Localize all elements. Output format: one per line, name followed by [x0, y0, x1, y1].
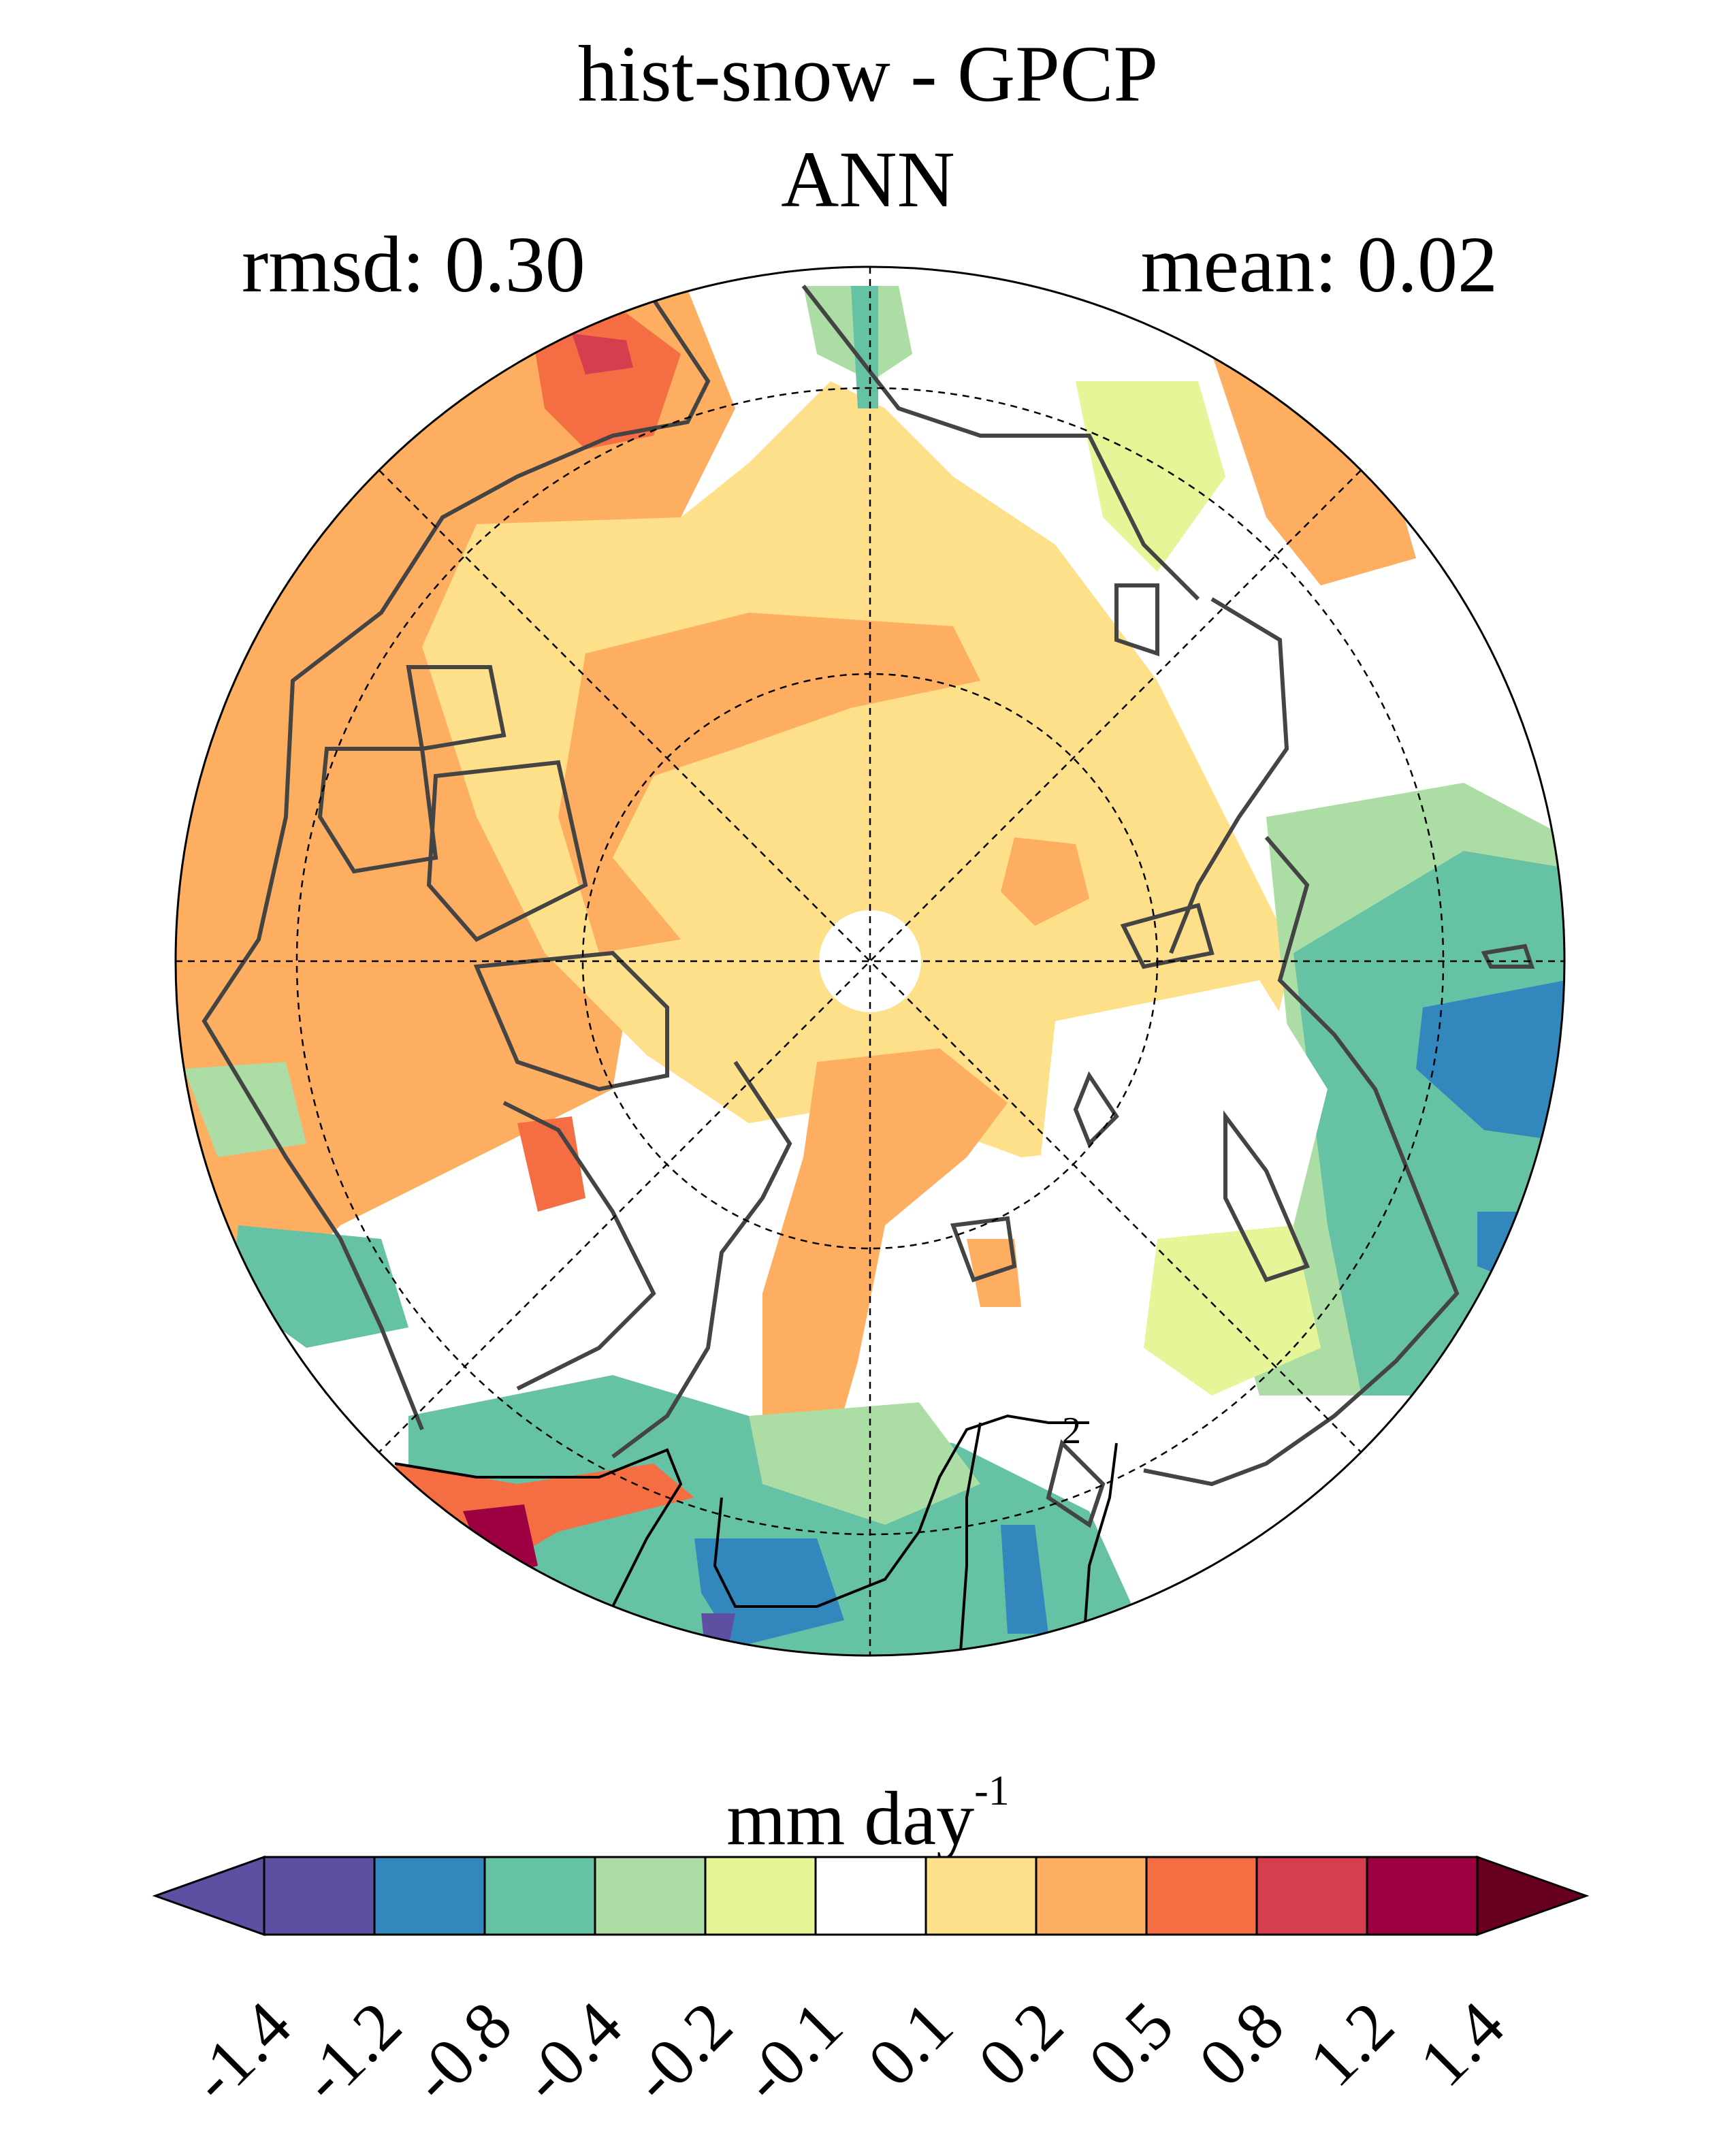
colorbar-extend-low	[152, 1855, 266, 1937]
region-arctic-ocean	[422, 381, 1293, 1157]
colorbar-box	[1255, 1856, 1368, 1936]
region-atlantic-green	[749, 1402, 980, 1525]
region-central-orange	[558, 613, 980, 953]
units-exponent: -1	[974, 1768, 1010, 1814]
colorbar-tick-label: 0.8	[1185, 1987, 1298, 2101]
colorbar-extend-high	[1476, 1855, 1590, 1937]
polar-map: 2	[174, 265, 1566, 1657]
contour-label: 2	[1062, 1410, 1081, 1452]
chart-title: hist-snow - GPCP	[577, 29, 1159, 118]
region-alaska-green	[1076, 381, 1225, 572]
colorbar-box	[704, 1856, 817, 1936]
colorbar-box	[1366, 1856, 1479, 1936]
colorbar-box	[1035, 1856, 1148, 1936]
chart-subtitle: ANN	[781, 135, 955, 224]
colorbar-tick-label: -1.2	[286, 1987, 415, 2116]
region-barents-orange	[762, 1048, 1008, 1457]
region-kara-yellowgreen	[1144, 1225, 1321, 1395]
region-top-red	[531, 313, 681, 449]
colorbar-box	[373, 1856, 486, 1936]
region-top-darkred	[572, 334, 633, 374]
colorbar-boxes	[152, 1855, 1590, 1937]
colorbar-tick-label: 1.4	[1405, 1987, 1519, 2101]
pole-hole	[819, 910, 921, 1012]
colorbar-tick-label: -0.1	[727, 1987, 856, 2116]
region-atlantic-blue-2	[1001, 1525, 1048, 1634]
region-orange-east	[1001, 837, 1089, 926]
region-eurasia-white	[1035, 980, 1328, 1259]
region-labrador-teal	[231, 1225, 408, 1348]
colorbar-tick-label: -0.2	[617, 1987, 746, 2116]
units-main: mm day	[726, 1777, 975, 1861]
region-green-west	[184, 1062, 306, 1157]
region-siberia-blue	[1416, 980, 1564, 1144]
colorbar-tick-label: 0.2	[964, 1987, 1078, 2101]
colorbar-tick-label: 0.1	[854, 1987, 967, 2101]
colorbar-box	[925, 1856, 1038, 1936]
colorbar-box	[263, 1856, 376, 1936]
colorbar-tick-label: -0.4	[507, 1987, 636, 2116]
region-pacific-orange	[1212, 354, 1416, 585]
colorbar-tick-label: -1.4	[176, 1987, 305, 2116]
region-bering-teal	[851, 286, 878, 408]
mean-label: mean: 0.02	[1140, 220, 1498, 309]
colorbar-tick-label: 1.2	[1295, 1987, 1409, 2101]
colorbar-tick-label: -0.8	[396, 1987, 526, 2116]
colorbar-box	[594, 1856, 707, 1936]
rmsd-label: rmsd: 0.30	[242, 220, 585, 309]
region-greenland-red	[517, 1116, 585, 1212]
colorbar-box	[814, 1856, 927, 1936]
colorbar-tick-labels: -1.4-1.2-0.8-0.4-0.2-0.10.10.20.50.81.21…	[176, 1987, 1518, 2116]
colorbar-box	[1145, 1856, 1258, 1936]
map-border	[174, 265, 1566, 1657]
colorbar-box	[483, 1856, 596, 1936]
colorbar-tick-label: 0.5	[1074, 1987, 1188, 2101]
graticule	[176, 267, 1564, 1656]
colorbar-units: mm day-1	[0, 1770, 1736, 1857]
